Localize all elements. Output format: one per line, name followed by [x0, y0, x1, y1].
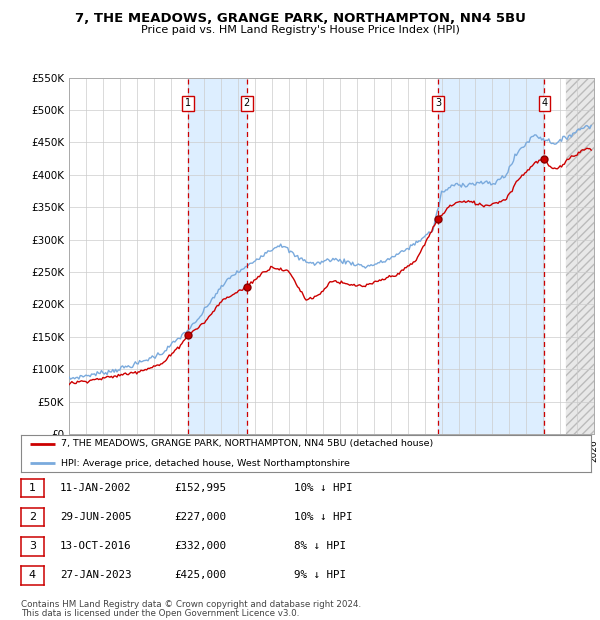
Text: HPI: Average price, detached house, West Northamptonshire: HPI: Average price, detached house, West…	[61, 459, 350, 467]
Text: 13-OCT-2016: 13-OCT-2016	[60, 541, 131, 551]
Text: 3: 3	[435, 99, 441, 108]
Text: 11-JAN-2002: 11-JAN-2002	[60, 483, 131, 493]
Bar	[566, 78, 600, 434]
Text: 3: 3	[29, 541, 36, 551]
Text: 1: 1	[185, 99, 191, 108]
Text: 10% ↓ HPI: 10% ↓ HPI	[294, 483, 353, 493]
Text: 2: 2	[244, 99, 250, 108]
Text: 7, THE MEADOWS, GRANGE PARK, NORTHAMPTON, NN4 5BU: 7, THE MEADOWS, GRANGE PARK, NORTHAMPTON…	[74, 12, 526, 25]
Text: 27-JAN-2023: 27-JAN-2023	[60, 570, 131, 580]
Text: 8% ↓ HPI: 8% ↓ HPI	[294, 541, 346, 551]
Text: 29-JUN-2005: 29-JUN-2005	[60, 512, 131, 522]
Text: Contains HM Land Registry data © Crown copyright and database right 2024.: Contains HM Land Registry data © Crown c…	[21, 600, 361, 609]
Text: 4: 4	[29, 570, 36, 580]
Bar	[438, 78, 544, 434]
Text: 2: 2	[29, 512, 36, 522]
Text: Price paid vs. HM Land Registry's House Price Index (HPI): Price paid vs. HM Land Registry's House …	[140, 25, 460, 35]
Text: 4: 4	[541, 99, 548, 108]
Text: £425,000: £425,000	[174, 570, 226, 580]
Text: 9% ↓ HPI: 9% ↓ HPI	[294, 570, 346, 580]
Text: 1: 1	[29, 483, 36, 493]
Text: 7, THE MEADOWS, GRANGE PARK, NORTHAMPTON, NN4 5BU (detached house): 7, THE MEADOWS, GRANGE PARK, NORTHAMPTON…	[61, 440, 433, 448]
Text: £332,000: £332,000	[174, 541, 226, 551]
Text: This data is licensed under the Open Government Licence v3.0.: This data is licensed under the Open Gov…	[21, 608, 299, 618]
Text: £227,000: £227,000	[174, 512, 226, 522]
Text: 10% ↓ HPI: 10% ↓ HPI	[294, 512, 353, 522]
Text: £152,995: £152,995	[174, 483, 226, 493]
Bar	[566, 78, 600, 434]
Bar	[188, 78, 247, 434]
